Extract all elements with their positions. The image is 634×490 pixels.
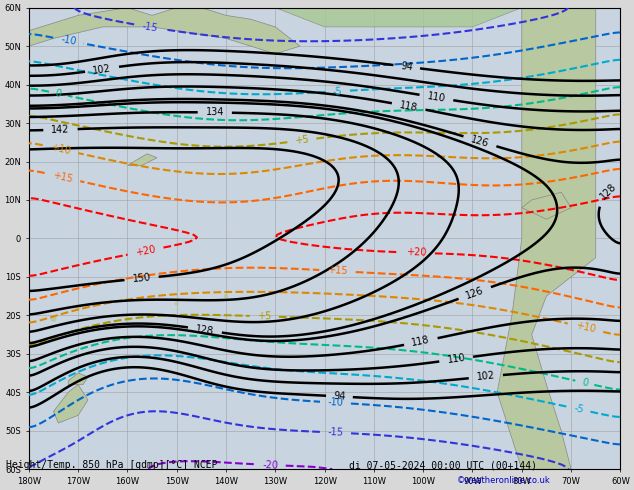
Circle shape (175, 303, 178, 305)
Polygon shape (68, 373, 88, 385)
Polygon shape (53, 385, 88, 423)
Text: 110: 110 (427, 91, 446, 104)
Text: di 07-05-2024 00:00 UTC (00+144): di 07-05-2024 00:00 UTC (00+144) (349, 461, 537, 470)
Circle shape (126, 318, 129, 321)
Text: -15: -15 (141, 21, 158, 33)
Text: 126: 126 (464, 285, 485, 301)
Text: 94: 94 (400, 61, 413, 73)
Text: 118: 118 (399, 100, 418, 113)
Text: +5: +5 (294, 135, 309, 146)
Circle shape (51, 317, 56, 321)
Text: 126: 126 (470, 134, 490, 149)
Text: -5: -5 (573, 403, 585, 415)
Text: +20: +20 (406, 247, 427, 258)
Polygon shape (522, 192, 571, 219)
Text: +20: +20 (134, 245, 157, 258)
Polygon shape (497, 8, 596, 469)
Polygon shape (127, 154, 157, 165)
Text: 150: 150 (132, 272, 152, 284)
Text: 142: 142 (51, 124, 70, 135)
Text: 110: 110 (446, 353, 466, 366)
Text: 0: 0 (55, 88, 63, 99)
Text: Height/Temp. 850 hPa [gdmp][°C] NCEP: Height/Temp. 850 hPa [gdmp][°C] NCEP (6, 461, 218, 470)
Circle shape (224, 295, 228, 297)
Text: ©weatheronline.co.uk: ©weatheronline.co.uk (456, 476, 550, 485)
Text: +10: +10 (49, 142, 72, 156)
Text: 118: 118 (411, 335, 431, 348)
Text: -10: -10 (327, 397, 344, 408)
Polygon shape (29, 8, 522, 27)
Text: 0: 0 (581, 377, 589, 388)
Text: 128: 128 (195, 323, 215, 336)
Text: 102: 102 (92, 63, 112, 75)
Text: -5: -5 (332, 86, 342, 97)
Text: +10: +10 (574, 320, 597, 335)
Text: +5: +5 (257, 311, 271, 321)
Polygon shape (29, 8, 300, 54)
Text: 134: 134 (205, 107, 224, 118)
Text: +15: +15 (327, 266, 348, 276)
Text: 94: 94 (333, 391, 346, 402)
Text: -20: -20 (262, 460, 278, 470)
Text: -15: -15 (327, 427, 344, 438)
Text: -10: -10 (60, 34, 77, 47)
Text: 102: 102 (476, 371, 496, 382)
Text: 128: 128 (598, 182, 619, 202)
Circle shape (76, 306, 80, 309)
Text: +15: +15 (51, 170, 74, 184)
